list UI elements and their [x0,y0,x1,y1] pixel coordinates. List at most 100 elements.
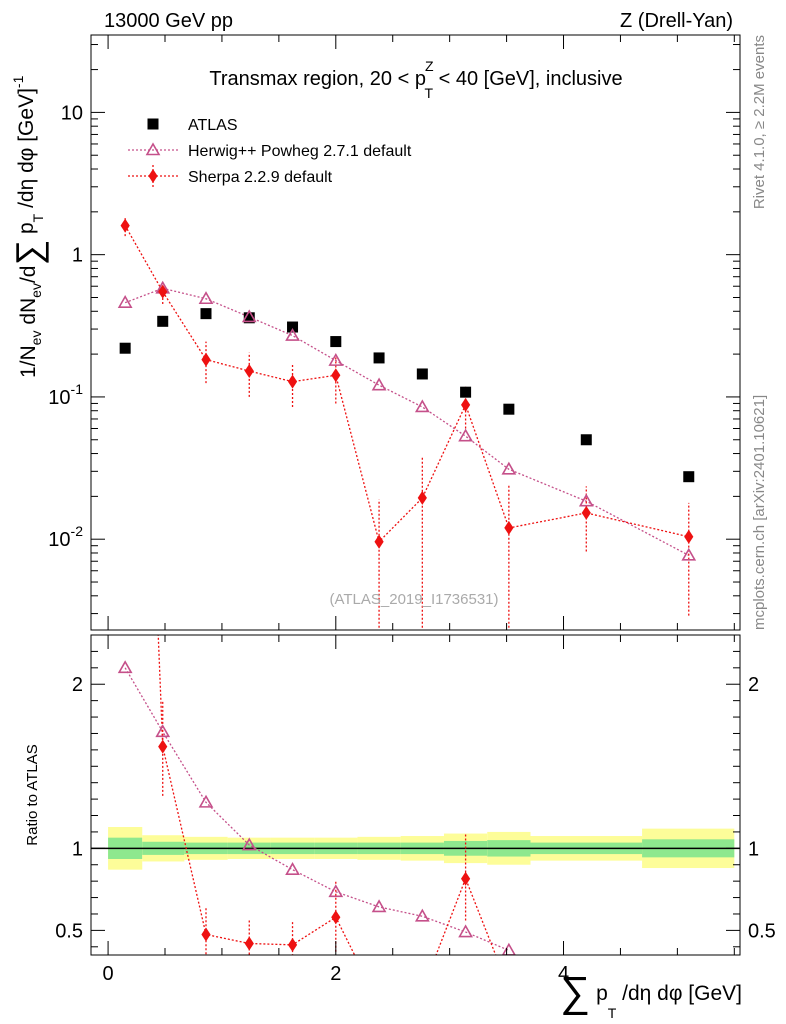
x-tick-label: 4 [558,963,569,985]
main-line-sherpa-2-2-9-default [124,225,689,543]
main-y-tick-label: 10 [61,102,83,124]
mcplots-label: mcplots.cern.ch [arXiv:2401.10621] [751,395,768,630]
legend-marker [147,118,159,130]
main-point-herwig-powheg-2-7-1-default [681,547,697,561]
main-y-tick-label: 1 [72,245,83,267]
ratio-point-sherpa-2-2-9-default [374,997,383,1011]
ratio-point-sherpa-2-2-9-default [158,739,168,754]
ratio-point-herwig-powheg-2-7-1-default [501,942,516,955]
main-error-bars [124,216,690,630]
main-point-sherpa-2-2-9-default [244,364,254,379]
x-axis-label: ∑ pT /dη dφ [GeV] [560,968,742,1021]
main-point-herwig-powheg-2-7-1-default [328,353,344,366]
ratio-axes: 0.5 0.5 1 1 2 2 0 2 4 [55,635,776,985]
ratio-series-lines [124,635,510,955]
main-point-atlas [157,315,169,327]
main-point-herwig-powheg-2-7-1-default [198,291,214,305]
x-tick-label: 0 [103,963,114,985]
watermark: (ATLAS_2019_I1736531) [329,591,498,608]
main-bands-and-lines [117,216,697,630]
legend-label: Sherpa 2.2.9 default [188,169,333,186]
main-y-axis-label: 1/Nev dNev/d∑ pT /dη dφ [GeV]-1 [8,75,49,378]
main-point-atlas [460,386,472,398]
main-title: Transmax region, 20 < pZ T < 40 [GeV], in… [209,58,622,101]
main-point-herwig-powheg-2-7-1-default [458,428,473,442]
main-plot-frame [90,34,741,631]
ratio-y-tick-label: 2 [72,674,83,696]
main-point-atlas [373,352,385,364]
ratio-point-herwig-powheg-2-7-1-default [285,862,300,875]
main-y-tick-label: 10-1 [48,381,83,409]
legend-label: ATLAS [188,117,238,134]
main-point-atlas [243,312,255,324]
ratio-point-sherpa-2-2-9-default [331,910,341,925]
main-point-herwig-powheg-2-7-1-default [285,327,300,341]
ratio-point-sherpa-2-2-9-default [504,981,513,995]
legend-item-atlas: ATLAS [147,117,238,134]
legend-marker [145,142,161,156]
main-point-sherpa-2-2-9-default [120,218,130,233]
ratio-plot-area [91,635,740,1011]
main-axes: 10-2 10-1 1 10 [48,35,740,630]
main-point-atlas [200,308,212,320]
ratio-y-tick-label: 1 [72,838,83,860]
ratio-point-sherpa-2-2-9-default [201,927,211,942]
ratio-line-sherpa-2-2-9-default [157,635,497,955]
main-point-herwig-powheg-2-7-1-default [371,377,387,391]
main-point-atlas [330,336,342,348]
main-point-herwig-powheg-2-7-1-default [578,493,594,507]
ratio-plot-frame [90,634,741,956]
main-point-atlas [416,368,428,380]
main-point-herwig-powheg-2-7-1-default [501,461,517,475]
legend: ATLAS Herwig++ Powheg 2.7.1 default Sherpa… [128,117,412,187]
ratio-y-axis-label: Ratio to ATLAS [24,744,41,845]
main-point-sherpa-2-2-9-default [374,534,384,549]
rivet-label: Rivet 4.1.0, ≥ 2.2M events [751,35,768,209]
legend-item-herwig-powheg-2-7-1-default: Herwig++ Powheg 2.7.1 default [128,142,412,160]
main-series-lines [124,225,690,556]
main-point-atlas [287,321,299,333]
legend-item-sherpa-2-2-9-default: Sherpa 2.2.9 default [128,165,333,187]
legend-label: Herwig++ Powheg 2.7.1 default [188,143,412,160]
header-left: 13000 GeV pp [104,10,233,32]
main-point-sherpa-2-2-9-default [504,520,514,535]
legend-marker [148,169,158,183]
ratio-point-sherpa-2-2-9-default [287,937,298,952]
ratio-point-herwig-powheg-2-7-1-default [117,660,133,674]
ratio-point-sherpa-2-2-9-default [244,936,254,951]
main-markers [117,218,697,561]
ratio-point-herwig-powheg-2-7-1-default [155,724,171,738]
main-point-herwig-powheg-2-7-1-default [117,295,133,308]
x-tick-label: 2 [330,963,341,985]
main-point-sherpa-2-2-9-default [201,352,211,367]
main-point-sherpa-2-2-9-default [287,374,298,389]
ratio-line-herwig-powheg-2-7-1-default [124,667,510,952]
ratio-y-tick-label-right: 1 [748,838,759,860]
ratio-point-herwig-powheg-2-7-1-default [328,884,344,898]
main-point-sherpa-2-2-9-default [158,284,168,299]
ratio-point-sherpa-2-2-9-default [418,983,427,997]
main-point-atlas [683,471,695,483]
ratio-point-herwig-powheg-2-7-1-default [198,794,214,808]
main-point-herwig-powheg-2-7-1-default [414,399,430,413]
ratio-point-herwig-powheg-2-7-1-default [241,837,257,851]
main-point-herwig-powheg-2-7-1-default [241,309,257,323]
ratio-markers [117,660,516,1011]
ratio-point-herwig-powheg-2-7-1-default [371,899,387,913]
main-point-sherpa-2-2-9-default [460,397,471,412]
main-point-sherpa-2-2-9-default [417,490,427,505]
ratio-y-tick-label: 0.5 [55,920,83,942]
ratio-point-sherpa-2-2-9-default [460,871,471,886]
ratio-point-herwig-powheg-2-7-1-default [458,924,473,938]
main-point-atlas [503,403,515,415]
header-right: Z (Drell-Yan) [620,10,733,32]
main-point-atlas [580,434,592,446]
ratio-y-tick-label-right: 0.5 [748,920,776,942]
main-y-tick-label: 10-2 [48,523,83,551]
main-point-sherpa-2-2-9-default [684,529,694,544]
main-point-sherpa-2-2-9-default [581,505,591,520]
ratio-y-tick-label-right: 2 [748,674,759,696]
main-point-atlas [119,342,131,354]
main-point-sherpa-2-2-9-default [331,368,341,383]
